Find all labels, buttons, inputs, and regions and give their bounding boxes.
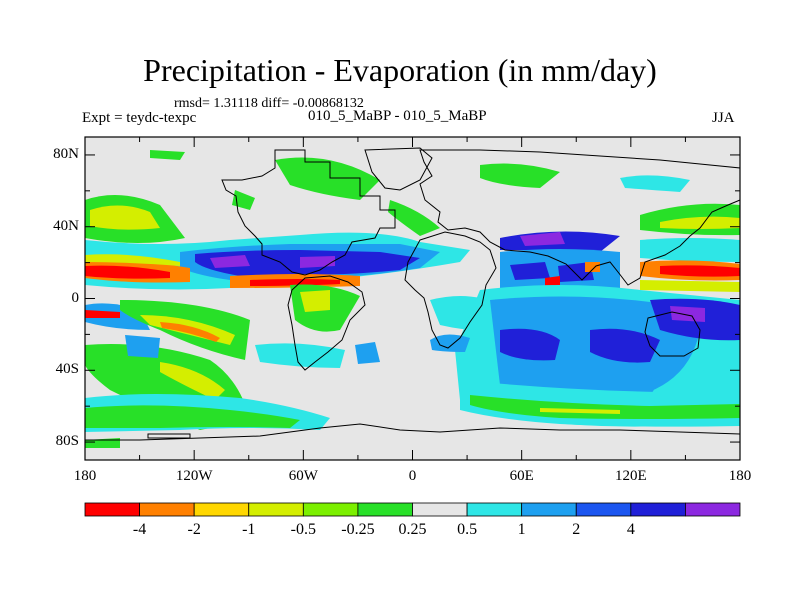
field-region [125,335,160,358]
lon-label: 180 [73,468,97,484]
colorbar-swatch [84,502,140,517]
colorbar-label: -4 [132,521,147,538]
field-region [540,408,620,414]
coastline-antarctica [85,423,741,441]
field-region [388,200,440,236]
field-region [250,279,340,286]
field-region [85,265,170,279]
lat-label: 0 [71,289,80,306]
colorbar-label: -1 [242,521,256,538]
field-region [700,345,740,380]
figure-title: Precipitation - Evaporation (in mm/day) [143,52,657,88]
lat-label: 40N [53,217,79,234]
coastlines [85,147,741,441]
field-region [500,328,560,361]
axis-ticks [84,137,741,460]
lon-label: 0 [408,468,417,484]
season-label: JJA [712,110,735,126]
coastline-eurasia [419,149,741,286]
colorbar-label: 1 [517,521,526,538]
coastline-australia [644,311,701,357]
field-region [85,254,180,266]
field-region [585,262,600,272]
coastline-south-america [287,275,366,371]
lat-label: 40S [55,361,79,378]
lon-label: 120W [175,468,213,484]
field-region [670,306,705,322]
field-region [160,362,225,400]
statistics-text: rmsd= 1.31118 diff= -0.00868132 [174,96,364,111]
field-region [300,290,330,312]
coastline-north-america [221,149,396,276]
colorbar-label: 2 [572,521,581,538]
colorbar-swatch [466,502,523,517]
lat-label: 80N [53,145,79,162]
field-region [660,216,740,229]
colorbar-label: 0.25 [398,521,427,538]
coastline-antarctic-island [147,433,191,439]
field-region [255,343,345,368]
field-region [520,232,565,246]
field-region [590,328,660,363]
field-region [545,276,560,286]
field-region [355,342,380,364]
field-region [85,310,120,318]
colorbar-swatch [575,502,632,517]
colorbar-swatch [630,502,686,517]
colorbar-label: 0.5 [457,521,478,538]
experiment-label: Expt = teydc-texpc [82,110,197,126]
field-region [510,262,550,280]
field-region [660,265,740,277]
colorbar-swatch [521,502,577,517]
colorbar-swatch [685,502,741,517]
field-region [470,395,740,419]
field-region [210,255,250,268]
field-region [85,405,300,428]
colorbar [84,502,741,517]
field-region [160,322,220,342]
colorbar-label: -2 [187,521,201,538]
colorbar-swatch [248,502,304,517]
field-region [275,157,380,200]
colorbar-swatch [357,502,413,517]
experiment-name: 010_5_MaBP - 010_5_MaBP [308,108,487,124]
colorbar-label: 4 [626,521,635,538]
colorbar-swatch [302,502,359,517]
field-region [232,190,255,210]
field-region [300,256,335,268]
lon-label: 120E [614,468,647,484]
lat-label: 80S [55,433,79,450]
lon-label: 60E [509,468,534,484]
lon-label: 180 [728,468,752,484]
field-region [640,280,740,292]
colorbar-swatch [412,502,468,517]
field-region [90,205,160,230]
field-region [480,163,560,188]
field-region [620,175,690,192]
field-region [640,238,740,262]
colorbar-label: -0.5 [290,521,316,538]
colorbar-swatch [193,502,250,517]
field-region [430,334,470,352]
lon-label: 60W [288,468,318,484]
colorbar-label: -0.25 [341,521,375,538]
field-region [150,150,185,160]
coastline-africa [404,231,497,349]
colorbar-swatch [139,502,195,517]
